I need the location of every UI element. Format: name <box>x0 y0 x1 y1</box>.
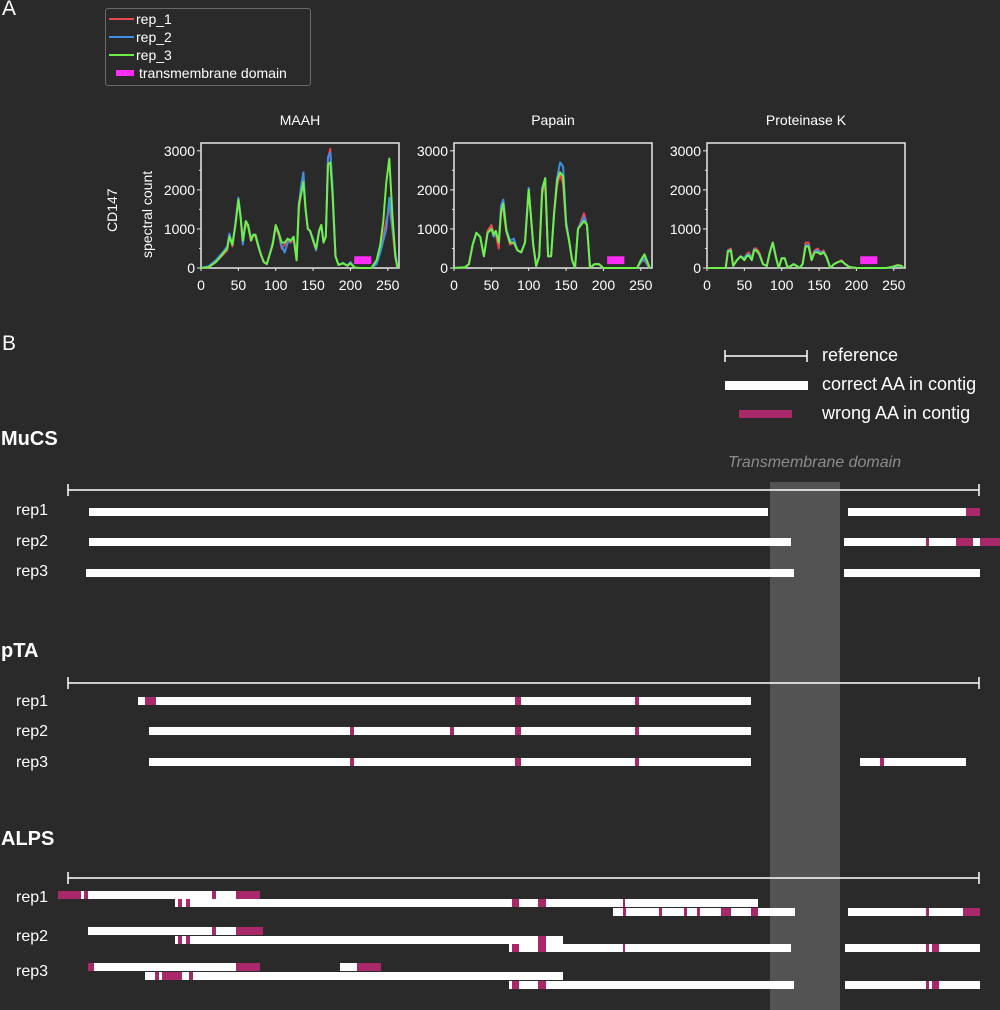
row-label-cd147: CD147 <box>104 188 120 232</box>
contig-tracks-mucs <box>67 484 1000 577</box>
svg-text:0: 0 <box>450 277 458 293</box>
group-title-alps: ALPS <box>1 828 55 850</box>
line-chart-maah: 0 1000 2000 3000 0 50 100 150 200 250 <box>164 142 400 293</box>
series-rep_3 <box>453 171 651 269</box>
contig-track <box>58 891 260 899</box>
group-title-pta: pTA <box>1 640 39 662</box>
contig-track <box>175 936 563 944</box>
legend-label: rep_1 <box>136 11 172 27</box>
svg-text:2000: 2000 <box>670 182 701 198</box>
svg-text:100: 100 <box>517 277 541 293</box>
contig-track <box>89 508 980 516</box>
legend-label: rep_3 <box>136 47 172 63</box>
contig-track <box>88 927 263 935</box>
legend-item-rep-2: rep_2 <box>109 28 172 46</box>
contig-track <box>86 569 980 577</box>
contig-track <box>145 972 563 980</box>
svg-text:250: 250 <box>629 277 653 293</box>
rep-label: rep3 <box>16 963 49 980</box>
line-chart-papain: 0 1000 2000 3000 0 50 100 150 200 250 <box>417 142 653 293</box>
panel-a-letter: A <box>2 0 17 20</box>
svg-text:100: 100 <box>264 277 288 293</box>
svg-text:3000: 3000 <box>417 143 448 159</box>
line-swatch-icon <box>109 36 134 38</box>
svg-text:150: 150 <box>807 277 831 293</box>
contig-track <box>613 908 980 916</box>
svg-text:50: 50 <box>484 277 500 293</box>
contig-track <box>175 899 758 907</box>
legend-reference-label: reference <box>822 345 899 365</box>
rep-label: rep2 <box>16 928 49 945</box>
contig-track <box>89 538 1000 546</box>
svg-text:250: 250 <box>882 277 906 293</box>
chart-legend: rep_1 rep_2 rep_3 transmembrane domain <box>105 8 311 86</box>
svg-text:150: 150 <box>301 277 325 293</box>
rep-label: rep2 <box>16 723 49 740</box>
reference-line <box>67 872 980 884</box>
svg-text:1000: 1000 <box>164 221 195 237</box>
group-title-mucs: MuCS <box>1 428 58 450</box>
svg-text:1000: 1000 <box>417 221 448 237</box>
legend-item-rep-1: rep_1 <box>109 10 172 28</box>
contig-tracks-alps <box>58 872 980 989</box>
svg-text:0: 0 <box>693 260 701 276</box>
contig-track <box>149 758 966 766</box>
svg-text:2000: 2000 <box>164 182 195 198</box>
legend-wrong-label: wrong AA in contig <box>822 403 971 423</box>
chart-title: MAAH <box>279 112 321 128</box>
rep-label: rep1 <box>16 502 49 519</box>
panel-b-letter: B <box>2 332 17 355</box>
svg-text:0: 0 <box>187 260 195 276</box>
rep-label: rep1 <box>16 693 49 710</box>
legend-item-transmembrane-domain: transmembrane domain <box>109 64 287 82</box>
reference-symbol <box>724 350 808 362</box>
contig-track <box>509 981 980 989</box>
rep-label: rep3 <box>16 563 49 580</box>
series-rep_3 <box>707 241 905 269</box>
correct-aa-symbol <box>725 381 808 390</box>
svg-text:250: 250 <box>376 277 400 293</box>
line-swatch-icon <box>109 18 134 20</box>
line-chart-proteinase-k: 0 1000 2000 3000 0 50 100 150 200 250 <box>670 142 906 293</box>
rect-swatch-icon <box>116 70 134 76</box>
line-swatch-icon <box>109 54 134 56</box>
legend-label: rep_2 <box>136 29 172 45</box>
contig-tracks-pta <box>67 677 980 766</box>
svg-text:1000: 1000 <box>670 221 701 237</box>
contig-track <box>509 944 980 952</box>
svg-text:50: 50 <box>231 277 247 293</box>
svg-text:100: 100 <box>770 277 794 293</box>
contig-legend-symbols <box>724 350 808 418</box>
svg-text:200: 200 <box>592 277 616 293</box>
svg-text:0: 0 <box>440 260 448 276</box>
svg-text:3000: 3000 <box>670 143 701 159</box>
svg-text:200: 200 <box>339 277 363 293</box>
rep-label: rep1 <box>16 889 49 906</box>
contig-track <box>138 697 751 705</box>
svg-text:200: 200 <box>845 277 869 293</box>
legend-correct-label: correct AA in contig <box>822 374 977 394</box>
reference-line <box>67 677 980 689</box>
chart-title: Proteinase K <box>765 112 847 128</box>
svg-text:150: 150 <box>554 277 578 293</box>
contig-track <box>149 727 751 735</box>
series-rep_3 <box>200 157 399 269</box>
rep-label: rep2 <box>16 533 49 550</box>
svg-text:50: 50 <box>737 277 753 293</box>
svg-text:2000: 2000 <box>417 182 448 198</box>
reference-line <box>67 484 980 496</box>
rep-label: rep3 <box>16 754 49 771</box>
contig-track <box>88 963 381 971</box>
chart-title: Papain <box>531 112 575 128</box>
wrong-aa-symbol <box>739 410 792 418</box>
svg-text:0: 0 <box>703 277 711 293</box>
svg-text:0: 0 <box>197 277 205 293</box>
svg-text:3000: 3000 <box>164 143 195 159</box>
transmembrane-domain-label: Transmembrane domain <box>728 454 902 471</box>
legend-item-rep-3: rep_3 <box>109 46 172 64</box>
legend-label: transmembrane domain <box>139 65 287 81</box>
